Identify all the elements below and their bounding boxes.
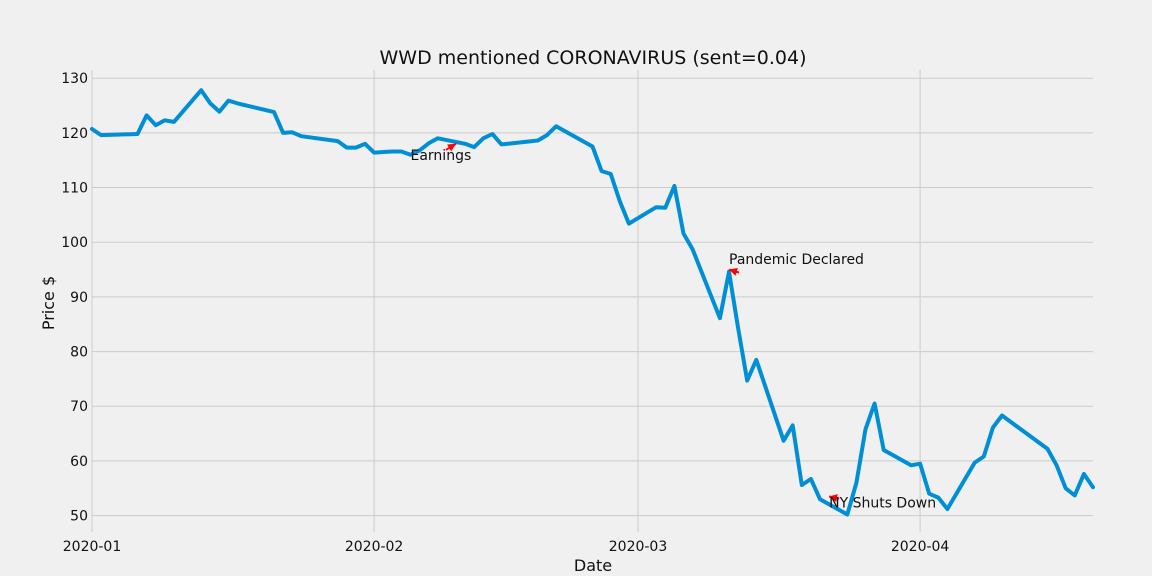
annotation-arrow-head <box>447 143 456 152</box>
y-axis-label: Price $ <box>39 276 58 330</box>
annotation-text: Earnings <box>411 148 472 164</box>
x-tick-label: 2020-02 <box>345 539 404 555</box>
annotation-text: Pandemic Declared <box>729 252 864 268</box>
y-tick-label: 100 <box>61 235 88 251</box>
x-tick-label: 2020-01 <box>63 539 122 555</box>
x-tick-label: 2020-03 <box>609 539 668 555</box>
annotations: Earnings Pandemic Declared NY Shuts Down <box>411 142 936 511</box>
y-tick-label: 80 <box>70 345 88 361</box>
y-tick-label: 110 <box>61 181 88 197</box>
x-axis-ticks: 2020-01 2020-02 2020-03 2020-04 <box>63 539 950 555</box>
x-axis-label: Date <box>574 556 612 575</box>
y-tick-label: 120 <box>61 126 88 142</box>
annotation: NY Shuts Down <box>828 494 936 511</box>
annotation: Earnings <box>411 142 472 164</box>
y-axis-ticks: 50 60 70 80 90 100 110 120 130 <box>61 71 88 524</box>
annotation-arrow-head <box>729 268 738 276</box>
x-tick-label: 2020-04 <box>891 539 950 555</box>
y-tick-label: 60 <box>70 454 88 470</box>
annotation-arrow-head <box>829 494 838 502</box>
y-tick-label: 90 <box>70 290 88 306</box>
chart-title: WWD mentioned CORONAVIRUS (sent=0.04) <box>380 47 807 69</box>
y-tick-label: 70 <box>70 399 88 415</box>
y-tick-label: 50 <box>70 509 88 525</box>
grid <box>91 70 1093 532</box>
y-tick-label: 130 <box>61 71 88 87</box>
annotation: Pandemic Declared <box>728 252 864 276</box>
annotation-text: NY Shuts Down <box>829 495 936 511</box>
price-line <box>90 88 1095 517</box>
series-group <box>90 88 1095 517</box>
